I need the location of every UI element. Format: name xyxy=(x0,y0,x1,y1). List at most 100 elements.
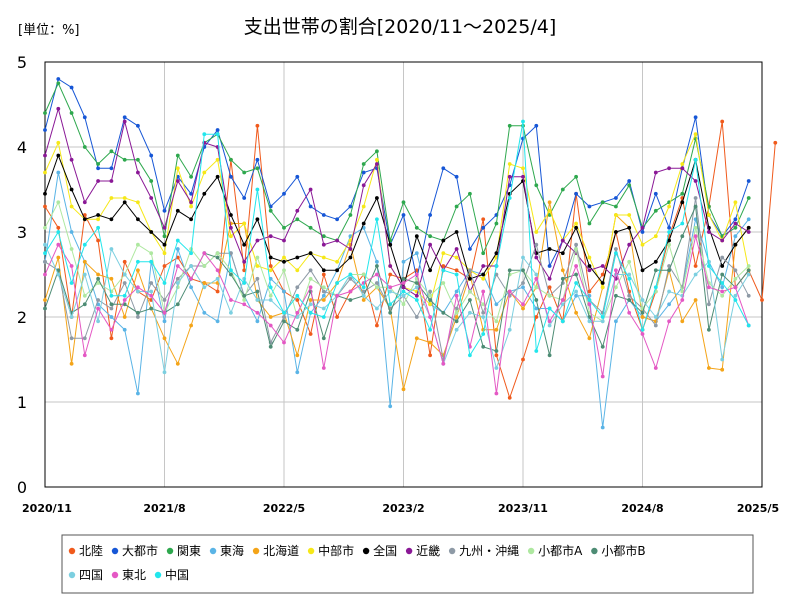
data-point xyxy=(600,285,605,290)
data-point xyxy=(149,196,154,200)
data-point xyxy=(122,315,127,319)
data-point xyxy=(175,264,180,268)
data-point xyxy=(640,298,645,302)
data-point xyxy=(667,204,671,209)
data-point xyxy=(653,315,658,319)
data-point xyxy=(614,204,618,209)
data-point xyxy=(321,366,326,370)
data-point xyxy=(96,306,100,311)
legend-label: 近畿 xyxy=(416,544,440,558)
data-point xyxy=(69,315,74,319)
data-point xyxy=(680,162,685,166)
legend-item: 九州・沖縄 xyxy=(448,543,519,558)
data-point xyxy=(707,213,711,217)
data-point xyxy=(560,268,565,273)
data-point xyxy=(547,285,552,290)
data-point xyxy=(136,200,140,205)
data-point xyxy=(481,332,486,336)
data-point xyxy=(560,187,565,192)
data-point xyxy=(96,166,100,171)
data-point xyxy=(162,370,167,375)
data-point xyxy=(521,268,525,273)
data-point xyxy=(189,217,194,222)
data-point xyxy=(43,191,47,196)
legend-item: 中国 xyxy=(154,567,189,582)
data-point xyxy=(414,285,419,290)
legend-marker xyxy=(448,547,456,555)
data-point xyxy=(388,285,393,290)
data-point xyxy=(653,268,658,273)
data-point xyxy=(361,162,366,166)
data-point xyxy=(428,293,432,298)
data-point xyxy=(587,336,592,341)
data-point xyxy=(375,259,379,264)
data-point xyxy=(707,327,711,332)
data-point xyxy=(255,238,260,243)
data-point xyxy=(640,230,645,234)
data-point xyxy=(454,204,459,209)
data-point xyxy=(56,140,61,145)
data-point xyxy=(653,234,658,239)
data-point xyxy=(56,106,61,111)
data-point xyxy=(667,302,671,307)
data-point xyxy=(321,255,326,260)
data-point xyxy=(693,196,698,200)
data-point xyxy=(454,230,459,234)
data-point xyxy=(733,293,738,298)
data-point xyxy=(361,204,366,209)
data-point xyxy=(321,285,326,290)
data-point xyxy=(693,234,698,239)
data-point xyxy=(268,323,273,328)
legend-label: 関東 xyxy=(177,544,201,558)
data-point xyxy=(720,367,725,372)
data-point xyxy=(96,179,100,183)
data-point xyxy=(149,230,154,234)
data-point xyxy=(136,315,140,319)
data-point xyxy=(96,217,100,222)
data-point xyxy=(96,319,100,324)
data-point xyxy=(521,281,525,285)
data-point xyxy=(401,213,406,217)
data-point xyxy=(308,204,313,209)
data-point xyxy=(468,268,472,273)
data-point xyxy=(547,323,552,328)
data-point xyxy=(109,166,114,171)
data-point xyxy=(574,247,578,251)
data-point xyxy=(82,336,87,341)
data-point xyxy=(414,225,419,230)
data-point xyxy=(255,276,260,281)
data-point xyxy=(401,259,406,264)
data-point xyxy=(43,259,47,264)
data-point xyxy=(43,225,47,230)
data-point xyxy=(149,179,154,183)
data-point xyxy=(720,272,725,277)
data-point xyxy=(481,272,486,277)
data-point xyxy=(547,264,552,268)
data-point xyxy=(69,204,74,209)
data-point xyxy=(202,132,207,137)
data-point xyxy=(574,310,578,315)
data-point xyxy=(680,319,685,324)
series-line xyxy=(44,121,776,400)
data-point xyxy=(454,268,459,273)
data-point xyxy=(441,166,446,171)
data-point xyxy=(375,281,379,285)
data-point xyxy=(693,179,698,183)
data-point xyxy=(242,196,247,200)
data-point xyxy=(693,115,698,120)
data-point xyxy=(162,310,167,315)
data-point xyxy=(454,247,459,251)
data-point xyxy=(43,204,47,209)
data-point xyxy=(295,255,300,260)
data-point xyxy=(746,264,751,268)
data-point xyxy=(468,289,472,294)
data-point xyxy=(321,272,326,277)
data-point xyxy=(441,251,446,256)
data-point xyxy=(149,251,154,256)
data-point xyxy=(614,196,618,200)
data-point xyxy=(348,255,353,260)
legend-marker xyxy=(252,547,260,555)
data-point xyxy=(255,157,260,162)
data-point xyxy=(587,302,592,307)
